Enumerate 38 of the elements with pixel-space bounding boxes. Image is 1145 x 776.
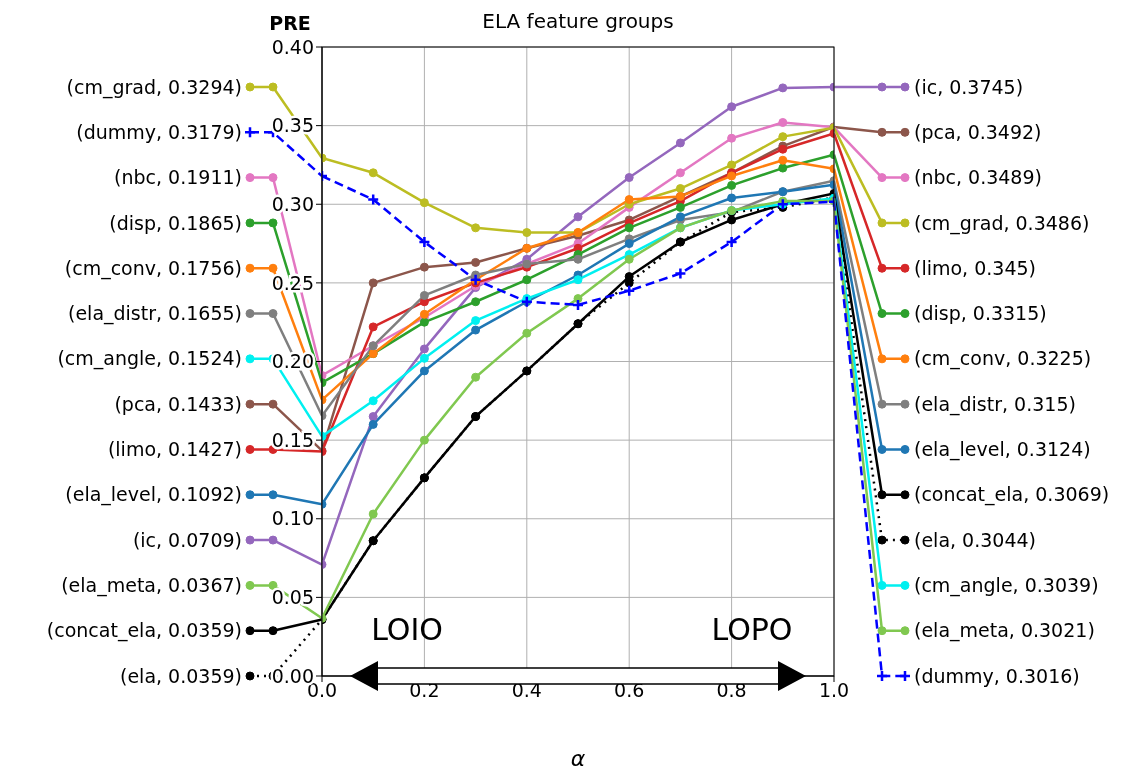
- text: (pca, 0.1433): [114, 392, 242, 415]
- y-tick-label: 0.10: [271, 507, 314, 530]
- text: (cm_grad, 0.3294): [66, 75, 242, 99]
- y-tick-label: 0.30: [271, 192, 314, 215]
- text: (nbc, 0.3489): [914, 166, 1042, 189]
- text: (disp, 0.3315): [914, 302, 1047, 325]
- text: (ela_level, 0.3124): [914, 438, 1091, 462]
- text: (cm_angle, 0.1524): [57, 347, 242, 371]
- text: (cm_angle, 0.3039): [914, 574, 1099, 598]
- text: (ela_distr, 0.315): [914, 392, 1076, 416]
- text: (ela_meta, 0.0367): [61, 574, 242, 598]
- text: (pca, 0.3492): [914, 120, 1042, 143]
- text: (ic, 0.0709): [132, 528, 242, 551]
- annotation: LOIO: [371, 612, 443, 647]
- text: (cm_conv, 0.3225): [914, 347, 1092, 371]
- text: (dummy, 0.3016): [914, 664, 1080, 687]
- text: (dummy, 0.3179): [76, 120, 242, 143]
- text: (cm_conv, 0.1756): [64, 256, 242, 280]
- text: (nbc, 0.1911): [114, 166, 242, 189]
- y-tick-label: 0.15: [271, 428, 314, 451]
- x-tick-label: 1.0: [818, 679, 850, 702]
- chart-title: ELA feature groups: [482, 9, 674, 33]
- text: (ela_meta, 0.3021): [914, 619, 1095, 643]
- text: (ela_level, 0.1092): [65, 483, 242, 507]
- text: (ic, 0.3745): [914, 75, 1024, 98]
- y-axis-title: PRE: [269, 12, 311, 34]
- text: (concat_ela, 0.3069): [914, 483, 1110, 507]
- text: (cm_grad, 0.3486): [914, 211, 1090, 235]
- y-tick-label: 0.40: [271, 35, 314, 58]
- annotation: LOPO: [711, 612, 793, 647]
- text: (limo, 0.345): [914, 256, 1036, 279]
- text: (ela, 0.0359): [120, 664, 242, 687]
- text: (ela_distr, 0.1655): [68, 302, 242, 326]
- x-axis-title: α: [570, 746, 586, 771]
- text: (ela, 0.3044): [914, 528, 1036, 551]
- text: (concat_ela, 0.0359): [46, 619, 242, 643]
- text: (disp, 0.1865): [109, 211, 242, 234]
- text: (limo, 0.1427): [107, 438, 242, 461]
